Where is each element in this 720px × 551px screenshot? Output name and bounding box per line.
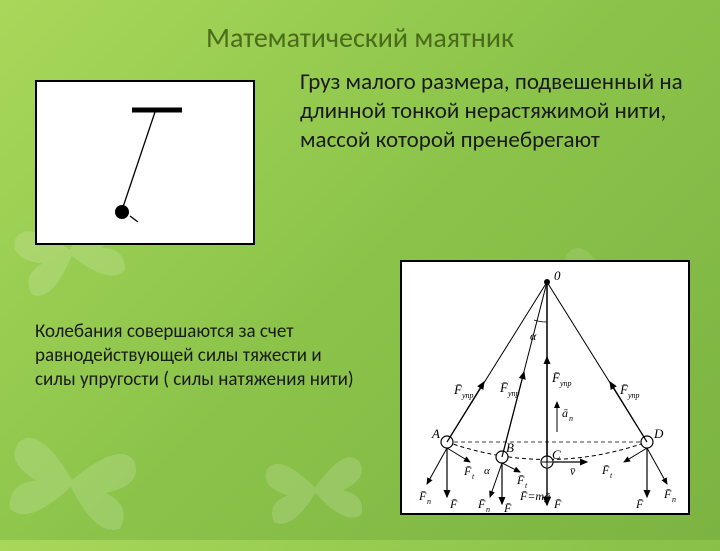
svg-text:F̄: F̄: [553, 497, 562, 511]
definition-text: Груз малого размера, подвешенный на длин…: [300, 68, 690, 154]
svg-text:n: n: [672, 495, 676, 504]
svg-text:F̄: F̄: [477, 497, 486, 511]
svg-text:D: D: [653, 426, 664, 441]
svg-text:ā: ā: [562, 406, 568, 420]
svg-text:упр: упр: [627, 391, 640, 400]
svg-text:F̄: F̄: [418, 489, 427, 503]
butterfly-decoration: [256, 435, 374, 539]
svg-text:упр: упр: [461, 391, 474, 400]
svg-text:F̄: F̄: [601, 463, 610, 477]
svg-text:t: t: [610, 471, 613, 480]
svg-text:F̄: F̄: [635, 497, 644, 511]
svg-text:n: n: [427, 497, 431, 506]
svg-text:упр: упр: [507, 389, 520, 398]
slide-title: Математический маятник: [0, 20, 720, 55]
svg-text:упр: упр: [559, 379, 572, 388]
pendulum-simple-diagram: [35, 80, 255, 245]
svg-text:n: n: [569, 414, 573, 423]
oscillation-text: Колебания совершаются за счет равнодейст…: [35, 320, 355, 391]
svg-text:α: α: [484, 465, 490, 477]
pendulum-force-diagram: 0 α A B C D F̄ упр F̄ упр F̄ упр F̄ упр: [400, 260, 690, 515]
svg-text:B: B: [506, 440, 514, 455]
svg-text:C: C: [552, 447, 561, 462]
svg-text:n: n: [486, 505, 490, 513]
svg-text:F̄=mḡ: F̄=mḡ: [519, 489, 550, 503]
svg-text:F̄: F̄: [463, 464, 472, 478]
svg-text:F̄: F̄: [663, 487, 672, 501]
svg-text:α: α: [530, 329, 537, 343]
svg-text:A: A: [431, 426, 440, 441]
svg-text:F̄: F̄: [449, 497, 458, 511]
svg-text:F̄: F̄: [516, 473, 525, 487]
svg-text:0: 0: [554, 268, 561, 283]
svg-text:t: t: [472, 472, 475, 481]
svg-text:F̄: F̄: [503, 501, 512, 513]
butterfly-decoration: [0, 409, 151, 551]
svg-text:v̄: v̄: [570, 464, 576, 478]
